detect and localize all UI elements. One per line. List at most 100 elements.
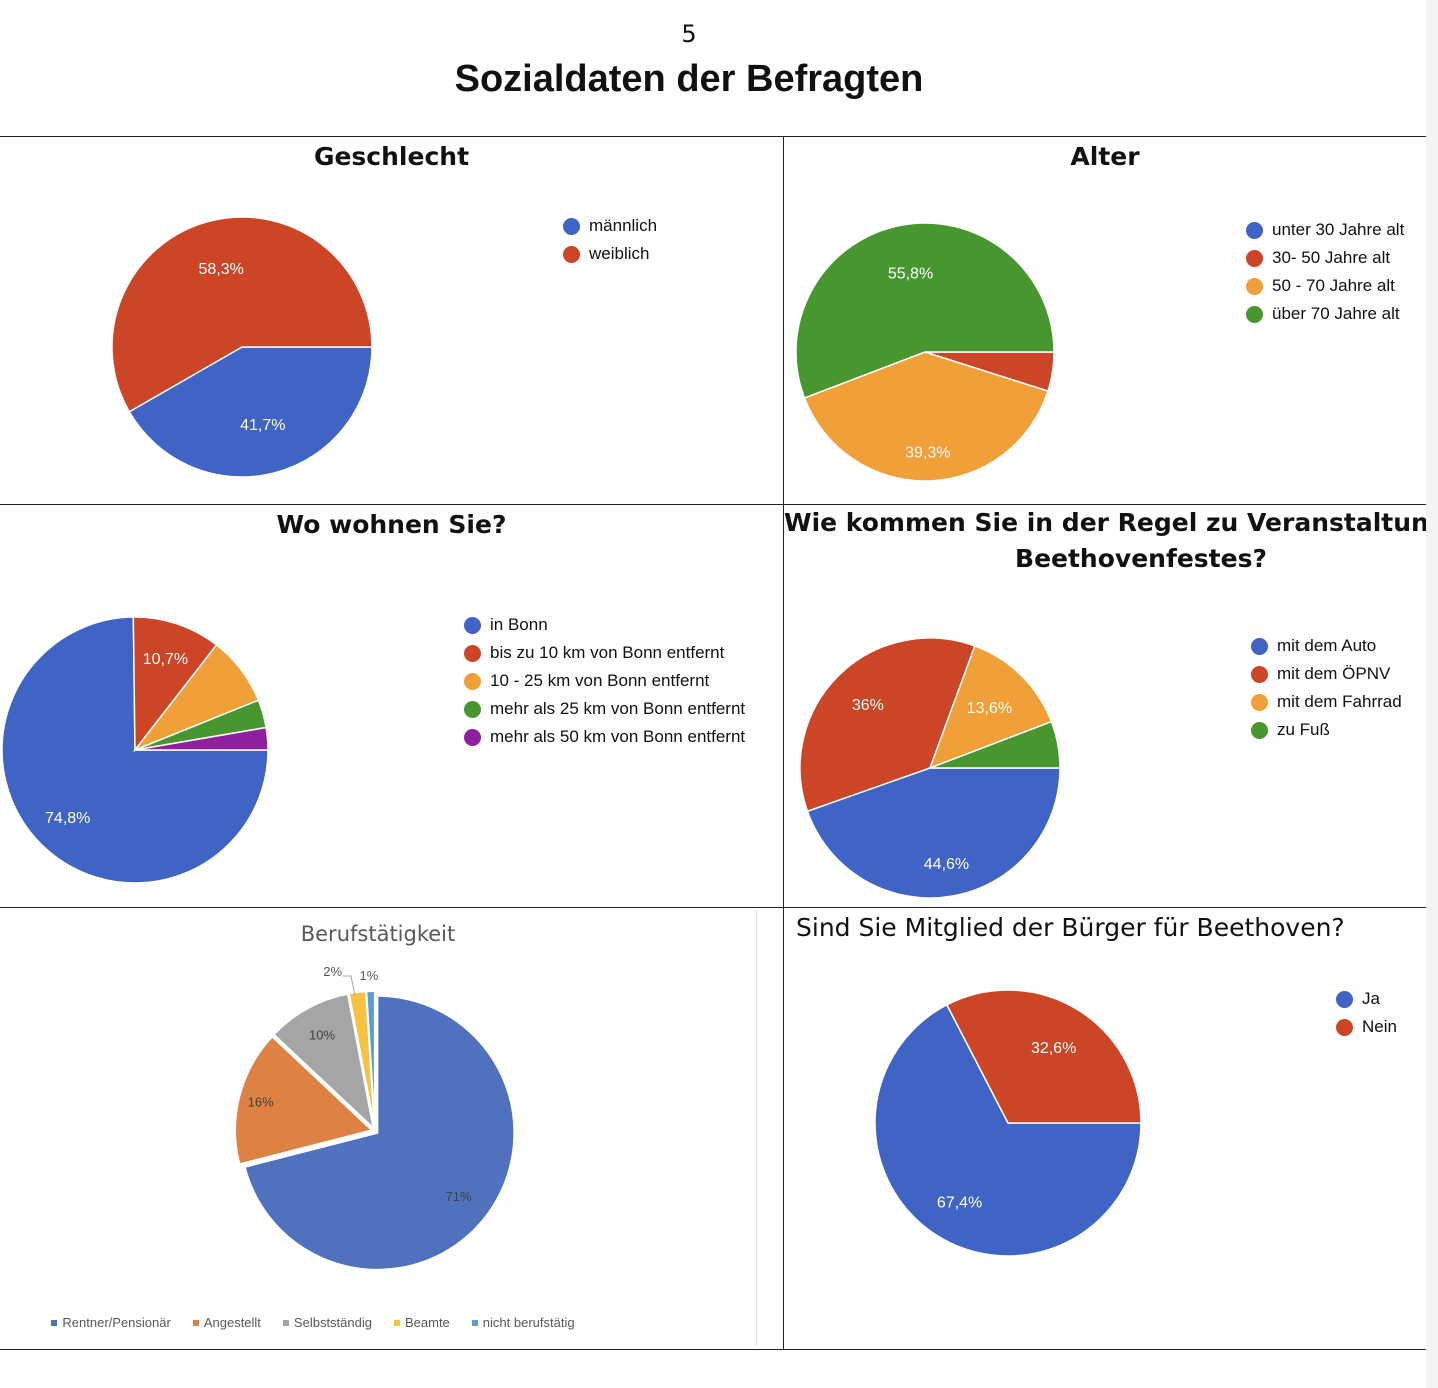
chart-geschlecht: Geschlecht 41,7% 58,3% männlich weiblich bbox=[0, 137, 783, 504]
pie-chart: 41,7% 58,3% bbox=[111, 216, 373, 478]
pie-slice-mit-dem-auto bbox=[806, 767, 1061, 899]
chart-mitglied: Sind Sie Mitglied der Bürger für Beethov… bbox=[784, 908, 1426, 1349]
legend-swatch bbox=[1251, 721, 1268, 739]
data-label: 32,6% bbox=[1031, 1040, 1076, 1057]
data-label: 16% bbox=[248, 1095, 274, 1110]
legend-item-mit-dem-fahrrad: mit dem Fahrrad bbox=[1251, 688, 1402, 716]
chart-legend: in Bonn bis zu 10 km von Bonn entfernt 10 … bbox=[464, 611, 745, 751]
legend-swatch bbox=[471, 1319, 478, 1326]
legend-label: mit dem Fahrrad bbox=[1277, 692, 1402, 711]
chart-title-line: Wie kommen Sie in der Regel zu Veranstal… bbox=[784, 508, 1426, 537]
page-number: 5 bbox=[681, 20, 697, 48]
divider bbox=[0, 1349, 1426, 1350]
legend-swatch bbox=[1246, 305, 1263, 323]
legend-label: mehr als 50 km von Bonn entfernt bbox=[490, 727, 746, 746]
legend-item-unter-30-jahre-alt: unter 30 Jahre alt bbox=[1246, 216, 1404, 244]
legend-item-nicht-berufstaetig: nicht berufstätig bbox=[471, 1315, 575, 1330]
chart-title: Berufstätigkeit bbox=[300, 922, 456, 946]
divider bbox=[0, 907, 1426, 908]
chart-title: Sind Sie Mitglied der Bürger für Beethov… bbox=[796, 913, 1345, 942]
legend-label: Nein bbox=[1362, 1017, 1397, 1036]
pie-slice-mit-dem-oepnv bbox=[799, 637, 976, 813]
data-label: 41,7% bbox=[240, 417, 285, 434]
data-label: 36% bbox=[852, 697, 884, 714]
legend-swatch bbox=[1251, 693, 1268, 711]
legend-label: nicht berufstätig bbox=[482, 1315, 575, 1330]
legend-label: mehr als 25 km von Bonn entfernt bbox=[490, 699, 746, 718]
legend-label: 50 - 70 Jahre alt bbox=[1272, 276, 1395, 295]
legend-item-mehr-als-25-km-von-bonn-entfernt: mehr als 25 km von Bonn entfernt bbox=[464, 695, 745, 723]
legend-label: mit dem ÖPNV bbox=[1277, 664, 1391, 683]
legend-label: Angestellt bbox=[203, 1315, 261, 1330]
data-label: 74,8% bbox=[45, 810, 90, 827]
pie-chart: 39,3% 55,8% bbox=[795, 222, 1055, 482]
legend-label: bis zu 10 km von Bonn entfernt bbox=[490, 643, 725, 662]
legend-swatch bbox=[1246, 277, 1263, 295]
pie-slice-rentner-pensionaer bbox=[243, 994, 516, 1271]
chart-beruf: Berufstätigkeit 71% 16% 10% 2% 1% Rentner/Pens… bbox=[0, 908, 756, 1349]
legend-item-30-50-jahre-alt: 30- 50 Jahre alt bbox=[1246, 244, 1404, 272]
data-label: 2% bbox=[323, 964, 342, 979]
legend-item-weiblich: weiblich bbox=[563, 240, 657, 268]
legend-item-10-25-km-von-bonn-entfernt: 10 - 25 km von Bonn entfernt bbox=[464, 667, 745, 695]
pie-slice-maennlich bbox=[128, 346, 373, 478]
legend-swatch bbox=[464, 616, 481, 634]
chart-title-line: Beethovenfestes? bbox=[1015, 544, 1267, 573]
legend-label: 10 - 25 km von Bonn entfernt bbox=[490, 671, 710, 690]
legend-swatch bbox=[1251, 637, 1268, 655]
chart-legend: männlich weiblich bbox=[563, 212, 657, 268]
legend-label: unter 30 Jahre alt bbox=[1272, 220, 1405, 239]
legend-swatch bbox=[464, 672, 481, 690]
legend-item-mit-dem-oepnv: mit dem ÖPNV bbox=[1251, 660, 1402, 688]
legend-label: weiblich bbox=[589, 244, 650, 263]
data-label: 67,4% bbox=[937, 1195, 982, 1212]
legend-label: zu Fuß bbox=[1277, 720, 1330, 739]
data-label: 1% bbox=[360, 968, 379, 983]
legend-item-zu-fuss: zu Fuß bbox=[1251, 716, 1402, 744]
pie-slice-nein bbox=[945, 989, 1142, 1124]
legend-swatch bbox=[1246, 221, 1263, 239]
legend-item-rentner-pensionaer: Rentner/Pensionär bbox=[51, 1315, 171, 1330]
chart-anreise: Wie kommen Sie in der Regel zu Veranstal… bbox=[784, 505, 1426, 907]
pie-slice-mehr-als-50-km-von-bonn-entfernt bbox=[134, 726, 269, 751]
legend-swatch bbox=[464, 728, 481, 746]
pie-slice-ueber-70-jahre-alt bbox=[795, 222, 1055, 399]
legend-swatch bbox=[563, 245, 580, 263]
legend-label: 30- 50 Jahre alt bbox=[1272, 248, 1391, 267]
pie-slice-bis-zu-10-km-von-bonn-entfernt bbox=[132, 616, 218, 753]
pie-slice-angestellt bbox=[234, 1035, 375, 1166]
data-label: 71% bbox=[446, 1189, 472, 1204]
chart-legend: Ja Nein bbox=[1336, 985, 1397, 1041]
legend-item-selbststaendig: Selbstständig bbox=[282, 1315, 372, 1330]
legend-label: Rentner/Pensionär bbox=[62, 1315, 171, 1330]
chart-alter: Alter 39,3% 55,8% unter 30 Jahre alt 30- 50 … bbox=[784, 137, 1426, 504]
legend-label: Beamte bbox=[404, 1315, 450, 1330]
leader-line bbox=[343, 975, 356, 996]
pie-chart: 67,4% 32,6% bbox=[874, 989, 1142, 1257]
legend-item-50-70-jahre-alt: 50 - 70 Jahre alt bbox=[1246, 272, 1404, 300]
page-margin bbox=[1426, 0, 1438, 1388]
legend-item-ja: Ja bbox=[1336, 985, 1397, 1013]
data-label: 10% bbox=[309, 1028, 335, 1043]
legend-label: Selbstständig bbox=[293, 1315, 372, 1330]
data-label: 39,3% bbox=[905, 445, 950, 462]
data-label: 44,6% bbox=[924, 856, 969, 873]
pie-chart: 71% 16% 10% 2% 1% bbox=[234, 964, 516, 1271]
data-label: 55,8% bbox=[888, 265, 933, 282]
legend-swatch bbox=[563, 217, 580, 235]
divider bbox=[0, 504, 1426, 505]
legend-swatch bbox=[51, 1319, 58, 1326]
pie-slice-zu-fuss bbox=[929, 720, 1061, 769]
chart-title: Alter bbox=[1070, 142, 1140, 171]
pie-slice-ja bbox=[874, 1003, 1142, 1257]
legend-swatch bbox=[464, 644, 481, 662]
legend-swatch bbox=[1336, 990, 1353, 1008]
pie-slice-nicht-berufstaetig bbox=[365, 990, 376, 1129]
chart-legend: unter 30 Jahre alt 30- 50 Jahre alt 50 - 7… bbox=[1246, 216, 1404, 328]
legend-swatch bbox=[192, 1319, 199, 1326]
pie-slice-selbststaendig bbox=[272, 992, 376, 1132]
pie-chart: 74,8% 10,7% bbox=[1, 616, 269, 884]
data-label: 13,6% bbox=[967, 700, 1012, 717]
chart-legend: mit dem Auto mit dem ÖPNV mit dem Fahrrad z… bbox=[1251, 632, 1402, 744]
legend-item-bis-zu-10-km-von-bonn-entfernt: bis zu 10 km von Bonn entfernt bbox=[464, 639, 745, 667]
